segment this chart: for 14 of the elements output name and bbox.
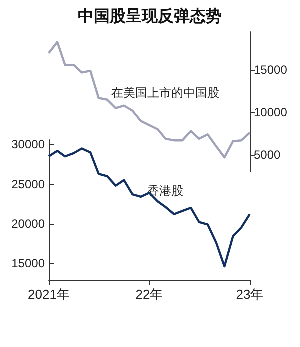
line-series (48, 148, 252, 268)
y2-tick-label: 15000 (254, 63, 288, 78)
y2-tick-label: 5000 (254, 148, 282, 162)
chart-title: 中国股呈现反弹态势 (78, 8, 222, 26)
y-tick-label: 15000 (12, 256, 46, 270)
x-tick-label: 23年 (236, 287, 264, 302)
x-tick-label: 2021年 (28, 287, 70, 302)
x-tick-label: 22年 (136, 287, 164, 302)
y-tick-label: 25000 (12, 177, 46, 192)
y2-tick-label: 10000 (254, 106, 288, 120)
y-tick-label: 20000 (12, 216, 46, 231)
y-tick-label: 30000 (12, 138, 46, 152)
series-label: 在美国上市的中国股 (112, 86, 220, 100)
line-series (48, 41, 252, 159)
